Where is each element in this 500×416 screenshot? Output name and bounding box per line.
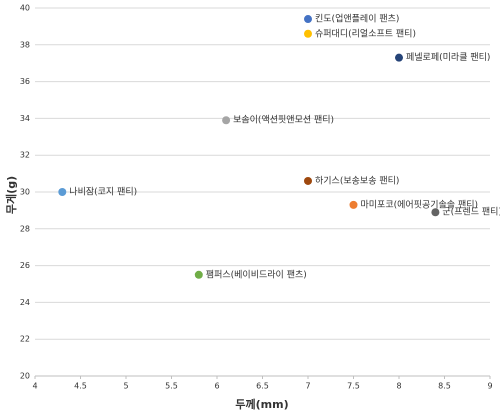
x-tick-label: 4 (32, 382, 37, 391)
y-tick-label: 38 (20, 40, 30, 49)
point-label: 마미포코(에어핏공기솔솔 팬티) (361, 199, 479, 210)
point-label: 페넬로페(미라클 팬티) (406, 51, 490, 63)
y-tick-label: 36 (20, 77, 30, 86)
y-tick-label: 24 (20, 298, 30, 307)
point (349, 200, 358, 209)
y-tick-label: 20 (20, 372, 30, 381)
y-axis-label: 무게(g) (4, 176, 18, 214)
point (431, 208, 440, 217)
x-tick-label: 7.5 (347, 382, 360, 391)
point-label: 팸퍼스(베이비드라이 팬츠) (206, 269, 307, 280)
x-tick-label: 8 (396, 382, 401, 391)
point (304, 176, 312, 185)
point (222, 116, 231, 125)
y-tick-label: 34 (20, 114, 30, 123)
point (304, 29, 312, 38)
x-tick-label: 4.5 (74, 382, 87, 391)
point-label: 나비잠(코지 팬티) (69, 187, 137, 198)
point (58, 188, 67, 196)
x-tick-label: 6 (214, 382, 219, 391)
point (194, 270, 203, 279)
x-tick-label: 8.5 (438, 382, 451, 391)
y-tick-label: 26 (20, 261, 30, 270)
y-tick-label: 32 (20, 151, 30, 160)
point-label: 하기스(보송보송 팬티) (315, 175, 399, 186)
x-axis-label: 두께(mm) (235, 397, 288, 411)
point-label: 슈퍼대디(리얼소프트 팬티) (315, 28, 416, 39)
x-tick-label: 5.5 (165, 382, 178, 391)
point (304, 15, 312, 24)
point-label: 킨도(업앤플레이 팬츠) (315, 14, 399, 25)
x-tick-label: 6.5 (256, 382, 269, 391)
x-tick-label: 5 (123, 382, 128, 391)
y-tick-label: 22 (20, 335, 30, 344)
y-tick-label: 28 (20, 224, 30, 233)
x-tick-label: 9 (487, 382, 492, 391)
point-label: 보솜이(액션핏앤모션 팬티) (233, 114, 334, 126)
y-tick-label: 40 (20, 4, 30, 13)
point (395, 53, 403, 62)
point-label: 군(프렌드 팬티) (442, 207, 500, 218)
x-tick-label: 7 (305, 382, 310, 391)
y-tick-label: 30 (20, 188, 30, 197)
